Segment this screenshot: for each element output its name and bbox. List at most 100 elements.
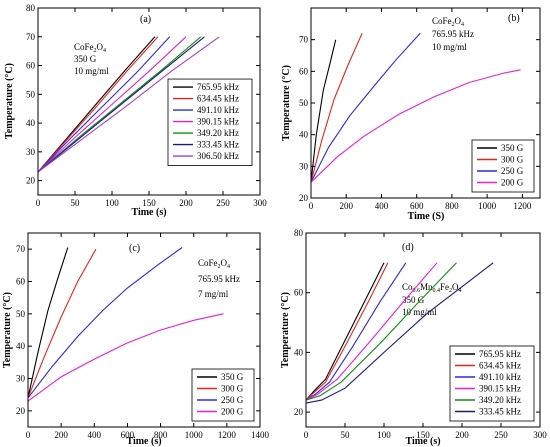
series-line-5 xyxy=(305,262,457,401)
x-tick-label: 250 xyxy=(216,198,230,208)
annotation-material: Co0.6Mn0.4Fe2O4 xyxy=(402,282,462,294)
series-line-1 xyxy=(37,36,156,173)
y-tick-label: 70 xyxy=(16,244,26,254)
annotation-material: CoFe2O4 xyxy=(74,42,106,54)
annotation-material: CoFe2O4 xyxy=(432,16,464,28)
x-axis-title: Time (s) xyxy=(131,207,166,218)
x-tick-label: 200 xyxy=(54,430,68,440)
legend-entry: 390.15 kHz xyxy=(197,117,239,127)
x-tick-label: 0 xyxy=(309,201,314,211)
legend-entry: 200 G xyxy=(501,178,524,188)
y-tick-label: 40 xyxy=(26,118,36,128)
series-line-1 xyxy=(305,262,385,401)
series-line-3 xyxy=(305,262,407,401)
y-tick-label: 80 xyxy=(294,228,304,238)
series-line-3 xyxy=(310,32,421,183)
series-line-7 xyxy=(37,36,220,173)
panel-label: (b) xyxy=(508,13,520,24)
series-line-6 xyxy=(37,36,205,173)
y-axis-title: Temperature (°C) xyxy=(4,63,15,139)
y-tick-label: 60 xyxy=(26,61,36,71)
x-tick-label: 1200 xyxy=(513,201,532,211)
legend-entry: 300 G xyxy=(221,384,244,394)
series-line-2 xyxy=(310,33,363,183)
x-tick-label: 0 xyxy=(36,198,41,208)
x-axis-title: Time (S) xyxy=(408,211,445,222)
chart-panel-a: Temperature (°C) Time (s) (a) CoFe2O4 35… xyxy=(4,3,267,218)
annotation-concentration: 10 mg/ml xyxy=(402,307,437,317)
panel-label: (a) xyxy=(140,14,151,25)
legend-entry: 765.95 kHz xyxy=(197,82,239,92)
chart-panel-c: Temperature (°C) Time (s) (c) CoFe2O4 76… xyxy=(2,232,270,447)
x-tick-label: 1000 xyxy=(185,430,204,440)
legend-entry: 765.95 kHz xyxy=(479,349,521,359)
legend-entry: 200 G xyxy=(221,407,244,417)
annotation-frequency: 765.95 kHz xyxy=(198,274,240,284)
series-line-5 xyxy=(37,36,202,173)
plot-frame xyxy=(27,232,261,428)
legend-entry: 350 G xyxy=(501,143,524,153)
x-tick-label: 0 xyxy=(304,430,309,440)
annotation-concentration: 10 mg/ml xyxy=(74,66,109,76)
x-axis-title: Time (s) xyxy=(405,436,440,447)
series-line-2 xyxy=(37,36,159,173)
y-axis-title: Temperature (°C) xyxy=(280,292,291,368)
series-line-4 xyxy=(37,36,187,173)
y-tick-label: 30 xyxy=(16,374,26,384)
x-tick-label: 800 xyxy=(445,201,459,211)
x-tick-label: 1400 xyxy=(251,430,270,440)
legend-entry: 390.15 kHz xyxy=(479,384,521,394)
x-tick-label: 50 xyxy=(341,430,351,440)
y-tick-label: 50 xyxy=(16,309,26,319)
annotation-concentration: 10 mg/ml xyxy=(432,42,467,52)
x-tick-label: 200 xyxy=(339,201,353,211)
series-line-4 xyxy=(27,313,224,402)
y-tick-label: 30 xyxy=(299,161,309,171)
series-line-4 xyxy=(310,69,521,183)
panel-label: (d) xyxy=(402,242,414,253)
annotation-concentration: 7 mg/ml xyxy=(198,289,229,299)
x-tick-label: 1000 xyxy=(478,201,497,211)
y-tick-label: 20 xyxy=(16,406,26,416)
series-line-1 xyxy=(310,39,337,183)
y-axis-title: Temperature (°C) xyxy=(2,292,13,368)
panel-label: (c) xyxy=(129,243,140,254)
y-tick-label: 60 xyxy=(294,288,304,298)
y-axis-title: Temperature (°C) xyxy=(281,65,292,141)
legend-entry: 491.10 kHz xyxy=(479,372,521,382)
x-tick-label: 400 xyxy=(88,430,102,440)
legend-box xyxy=(449,345,535,422)
y-tick-label: 20 xyxy=(299,193,309,203)
x-tick-label: 250 xyxy=(494,430,508,440)
x-tick-label: 100 xyxy=(105,198,119,208)
series-line-6 xyxy=(305,262,494,404)
legend-entry: 333.45 kHz xyxy=(197,140,239,150)
legend-entry: 333.45 kHz xyxy=(479,407,521,417)
x-tick-label: 150 xyxy=(142,198,156,208)
legend-entry: 634.45 kHz xyxy=(197,94,239,104)
x-tick-label: 50 xyxy=(71,198,81,208)
x-axis-title: Time (s) xyxy=(126,436,161,447)
annotation-field: 350 G xyxy=(402,295,425,305)
annotation-material: CoFe2O4 xyxy=(198,258,230,270)
y-tick-label: 40 xyxy=(16,341,26,351)
chart-panel-b: Temperature (°C) Time (S) (b) CoFe2O4 76… xyxy=(281,7,541,222)
x-tick-label: 0 xyxy=(26,430,31,440)
y-tick-label: 60 xyxy=(16,277,26,287)
legend-entry: 300 G xyxy=(501,155,524,165)
series-line-1 xyxy=(27,247,69,399)
annotation-field: 350 G xyxy=(74,54,97,64)
x-tick-label: 150 xyxy=(416,430,430,440)
x-tick-label: 200 xyxy=(179,198,193,208)
series-line-2 xyxy=(27,248,97,399)
y-tick-label: 60 xyxy=(299,66,309,76)
y-tick-label: 40 xyxy=(299,130,309,140)
chart-panel-d: Temperature (°C) Time (s) (d) Co0.6Mn0.4… xyxy=(280,228,547,447)
x-tick-label: 200 xyxy=(455,430,469,440)
x-tick-label: 300 xyxy=(253,198,267,208)
legend-entry: 349.20 kHz xyxy=(479,395,521,405)
